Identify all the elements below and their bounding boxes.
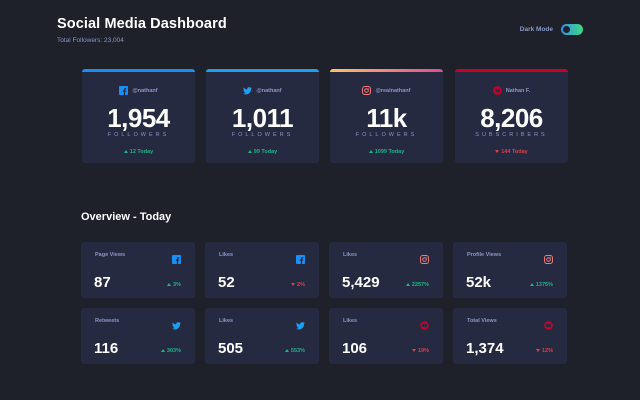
metric-value: 1,374 (466, 340, 504, 357)
arrow-down-icon (535, 349, 540, 353)
metric-label: Profile Views (467, 252, 502, 258)
page-title: Social Media Dashboard (57, 16, 227, 32)
today-delta: 12 Today (82, 149, 195, 155)
instagram-icon (544, 251, 553, 269)
dark-mode-control: Dark Mode (520, 24, 583, 35)
metric-label: Likes (343, 318, 358, 324)
metric-label: Likes (343, 252, 358, 258)
dark-mode-toggle[interactable] (561, 24, 583, 35)
follower-unit: FOLLOWERS (355, 132, 418, 138)
twitter-icon (243, 82, 253, 100)
follower-unit: FOLLOWERS (231, 132, 294, 138)
metric-change: 1375% (529, 282, 553, 288)
overview-card[interactable]: Likes 505 553% (205, 308, 319, 364)
toggle-knob (563, 26, 570, 33)
youtube-icon (544, 317, 553, 335)
metric-change: 2% (291, 282, 305, 288)
arrow-down-icon (411, 349, 416, 353)
card-accent-bar (455, 69, 568, 72)
card-accent-bar (82, 69, 195, 72)
metric-value: 5,429 (342, 274, 380, 291)
metric-label: Likes (219, 318, 234, 324)
follower-count: 1,011 (231, 103, 294, 133)
metric-change: 303% (160, 348, 181, 354)
arrow-up-icon (368, 150, 373, 154)
arrow-up-icon (529, 283, 534, 287)
card-accent-bar (330, 69, 443, 72)
card-handle: @realnathanf (375, 88, 411, 94)
metric-value: 106 (342, 340, 368, 357)
arrow-up-icon (284, 349, 289, 353)
card-twitter[interactable]: @nathanf 1,011 FOLLOWERS 99 Today (206, 69, 319, 163)
card-handle: @nathanf (132, 88, 158, 94)
overview-card[interactable]: Retweets 116 303% (81, 308, 195, 364)
card-facebook[interactable]: @nathanf 1,954 FOLLOWERS 12 Today (82, 69, 195, 163)
arrow-up-icon (247, 150, 252, 154)
metric-label: Page Views (95, 252, 126, 258)
subscriber-unit: SUBSCRIBERS (475, 132, 548, 138)
arrow-down-icon (495, 150, 500, 154)
follower-count: 1,954 (107, 103, 170, 133)
dashboard-header: Social Media Dashboard Total Followers: … (57, 16, 227, 44)
subscriber-count: 8,206 (480, 103, 543, 133)
metric-value: 52 (218, 274, 235, 291)
metric-label: Retweets (95, 318, 120, 324)
arrow-up-icon (405, 283, 410, 287)
instagram-icon (420, 251, 429, 269)
twitter-icon (296, 317, 305, 335)
facebook-icon (296, 251, 305, 269)
overview-card[interactable]: Profile Views 52k 1375% (453, 242, 567, 298)
youtube-icon (492, 82, 502, 100)
metric-label: Likes (219, 252, 234, 258)
metric-label: Total Views (467, 318, 497, 324)
metric-value: 52k (466, 274, 492, 291)
follower-unit: FOLLOWERS (107, 132, 170, 138)
overview-card[interactable]: Total Views 1,374 12% (453, 308, 567, 364)
follower-count: 11k (366, 103, 407, 133)
card-accent-bar (206, 69, 319, 72)
card-handle: @nathanf (256, 88, 282, 94)
youtube-icon (420, 317, 429, 335)
card-instagram[interactable]: @realnathanf 11k FOLLOWERS 1099 Today (330, 69, 443, 163)
arrow-up-icon (167, 283, 172, 287)
overview-card[interactable]: Page Views 87 3% (81, 242, 195, 298)
overview-card[interactable]: Likes 52 2% (205, 242, 319, 298)
today-delta: 1099 Today (330, 149, 443, 155)
metric-change: 12% (535, 348, 553, 354)
metric-change: 19% (411, 348, 429, 354)
overview-card[interactable]: Likes 106 19% (329, 308, 443, 364)
facebook-icon (119, 82, 129, 100)
twitter-icon (172, 317, 181, 335)
today-delta: 99 Today (206, 149, 319, 155)
card-youtube[interactable]: Nathan F. 8,206 SUBSCRIBERS 144 Today (455, 69, 568, 163)
overview-title: Overview - Today (81, 211, 172, 223)
metric-value: 116 (94, 340, 119, 357)
facebook-icon (172, 251, 181, 269)
metric-change: 553% (284, 348, 305, 354)
metric-value: 87 (94, 274, 111, 291)
metric-change: 3% (167, 282, 181, 288)
arrow-up-icon (123, 150, 128, 154)
dark-mode-label: Dark Mode (519, 26, 553, 33)
metric-change: 2257% (405, 282, 429, 288)
card-handle: Nathan F. (505, 88, 531, 94)
instagram-icon (362, 82, 372, 100)
total-followers: Total Followers: 23,004 (57, 37, 124, 44)
arrow-up-icon (160, 349, 165, 353)
arrow-down-icon (291, 283, 296, 287)
today-delta: 144 Today (455, 149, 568, 155)
metric-value: 505 (218, 340, 244, 357)
overview-card[interactable]: Likes 5,429 2257% (329, 242, 443, 298)
